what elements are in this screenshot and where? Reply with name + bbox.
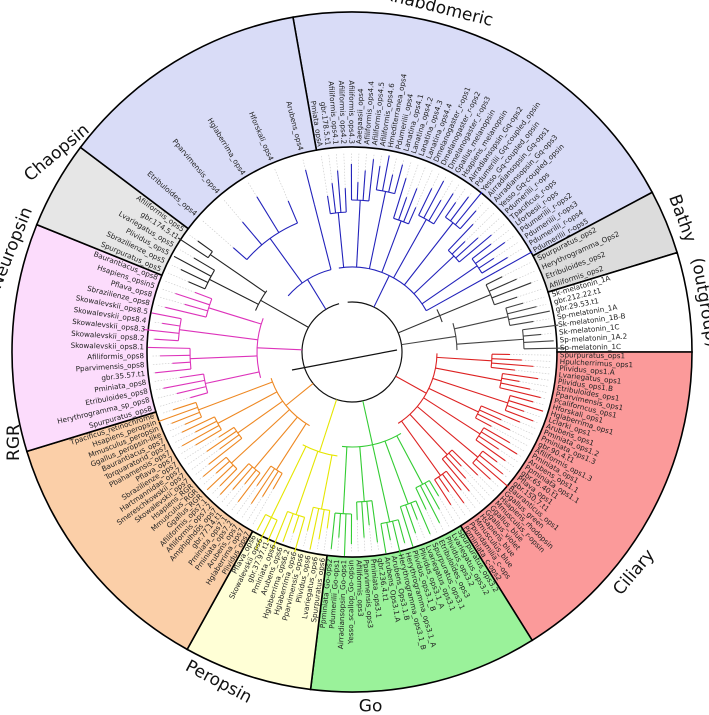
clade-branches-peropsin [255,399,338,553]
tip-label: Skowalevskii_ops8.1 [71,341,145,352]
ring-sector-rhabdomeric-b [79,16,318,230]
clade-branches-rgr [157,377,314,504]
clade-branches-bathy [397,276,532,334]
tip-label: Pparvimensis_ops8 [75,360,145,373]
tip-label: Plividus_ops1.A [559,363,615,376]
tip-label: Sp-melatonin_1A.2 [559,332,627,345]
clade-branches-chaopsin [173,237,309,328]
clade-branches-rhabdomeric [326,155,533,312]
tip-label: Afiliformis_ops3 [354,560,365,617]
tip-label: Afiliformis_ops8 [87,351,144,361]
clade-label-rgr: RGR [4,424,24,461]
clade-label-go: Go [359,697,383,715]
clade-branches-go [330,400,441,557]
tip-label: Spurpuratus_ops1 [560,350,625,360]
ring-sector-rhabdomeric [292,11,654,257]
clade-branches-ciliary [395,353,544,506]
root-branch [291,349,398,371]
root-arc [301,301,403,403]
clade-ring-sectors [11,11,693,693]
tip-label: Afiliformis_ops4.3 [347,80,356,144]
tip-guide-lines [143,152,566,557]
clade-branches-outgroup [401,302,566,351]
ring-sector-ciliary [459,351,693,642]
tip-label: Hpulcherrimus_ops1 [560,357,634,369]
tip-label: Yesso_scallop_Go-opsin [346,560,355,645]
tip-label: Airradiansopsin_Go-ops1 [336,560,348,650]
tip-label: Aaegaasii_ops4 [354,88,365,144]
clade-branches-rhabdomeric-b [232,169,332,310]
clade-branches-neuropsin [143,291,303,399]
tip-label: Afiliformis_ops4.2 [337,80,349,144]
tip-label: Pparvimensis_ops3 [362,559,375,628]
tip-label: Sp-melatonin_1C [560,342,621,352]
tree-branches [143,155,566,557]
